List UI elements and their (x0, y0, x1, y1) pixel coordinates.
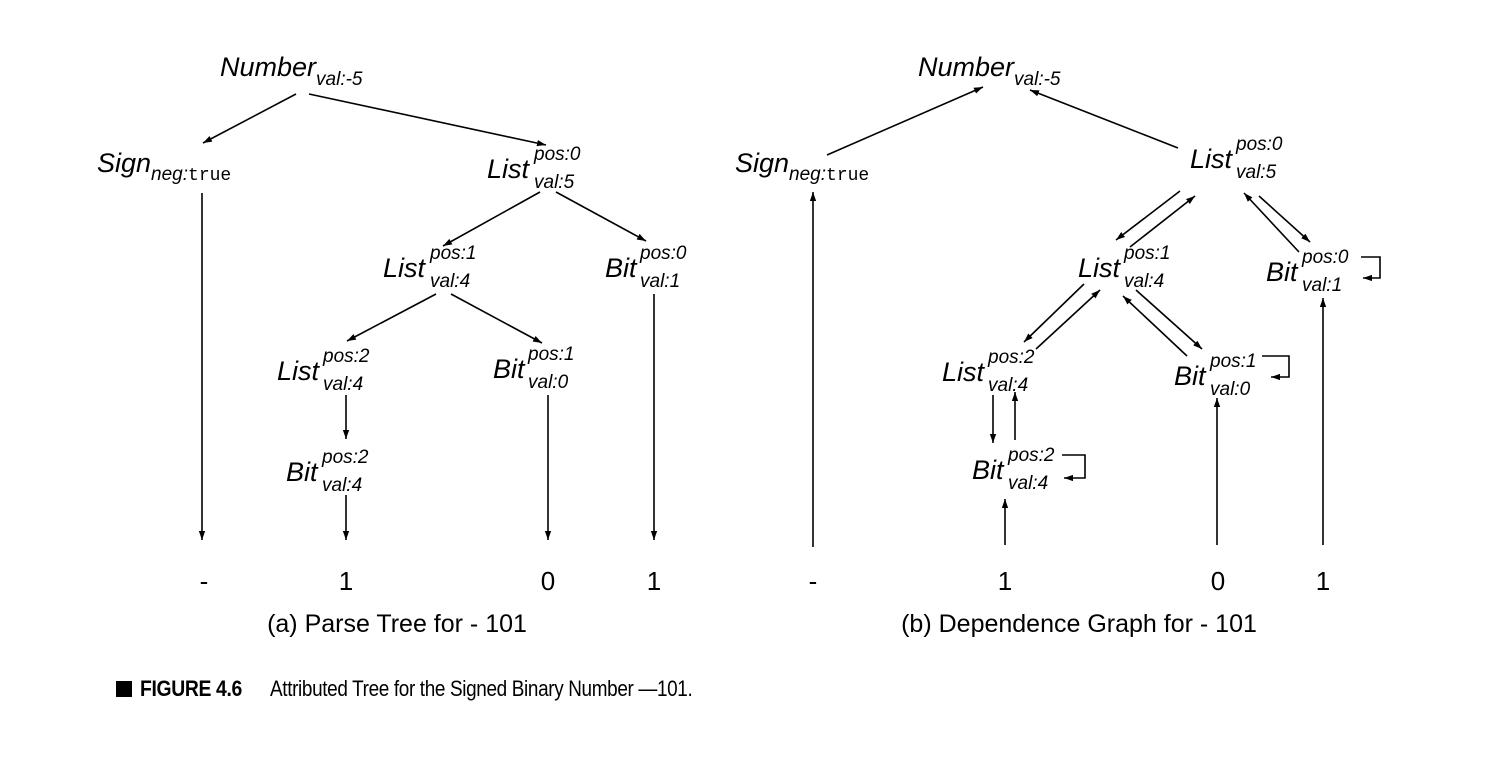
svg-text:pos:2: pos:2 (322, 346, 370, 367)
terminal-zero: 0 (541, 566, 555, 596)
edge-list1-list0-up (1129, 195, 1196, 248)
svg-text:Bit: Bit (605, 253, 638, 283)
edge-list0-number (1029, 89, 1179, 149)
svg-text:val:0: val:0 (528, 372, 569, 393)
svg-text:List: List (383, 253, 427, 283)
node-list-pos2: List pos:2 val:4 (277, 346, 370, 395)
edge-number-sign (202, 93, 297, 144)
edge-list0-list1-down (1115, 190, 1181, 241)
node-list-pos0: List pos:0 val:5 (487, 144, 581, 193)
svg-text:val:1: val:1 (640, 271, 680, 292)
svg-text:val:4: val:4 (323, 374, 363, 395)
svg-text:val:4: val:4 (988, 375, 1028, 396)
dependence-graph: Numberval:-5 Signneg:true List pos:0 val… (735, 52, 1381, 638)
svg-text:val:1: val:1 (1302, 275, 1342, 296)
figure-caption: FIGURE 4.6 Attributed Tree for the Signed… (116, 676, 761, 702)
edge-list0-bit0-down (1258, 195, 1311, 243)
svg-text:List: List (942, 357, 986, 387)
svg-text:List: List (1190, 144, 1234, 174)
svg-text:Bit: Bit (1174, 361, 1207, 391)
node-list-pos1: List pos:1 val:4 (383, 243, 476, 292)
node-list-pos2: List pos:2 val:4 (942, 347, 1035, 396)
svg-text:pos:0: pos:0 (639, 243, 687, 264)
subcaption-a: (a) Parse Tree for - 101 (267, 610, 527, 638)
terminal-one: 1 (998, 566, 1012, 596)
svg-text:Bit: Bit (972, 455, 1005, 485)
svg-text:pos:2: pos:2 (321, 447, 369, 468)
edge-list0-list1 (442, 191, 541, 247)
node-sign: Signneg:true (97, 148, 231, 186)
edge-list1-bit1 (450, 293, 543, 344)
svg-text:pos:1: pos:1 (429, 243, 476, 264)
node-bit-pos0: Bit pos:0 val:1 (605, 243, 687, 292)
edge-number-list0 (308, 93, 547, 147)
svg-text:pos:0: pos:0 (1301, 247, 1349, 268)
svg-text:pos:1: pos:1 (1209, 351, 1256, 372)
node-bit-pos2: Bit pos:2 val:4 (286, 447, 369, 496)
node-list-pos0: List pos:0 val:5 (1190, 134, 1283, 183)
svg-text:List: List (1078, 253, 1122, 283)
svg-text:val:0: val:0 (1210, 379, 1251, 400)
node-number: Numberval:-5 (220, 52, 363, 90)
node-bit-pos0: Bit pos:0 val:1 (1266, 247, 1349, 296)
edge-bit1-list1-up (1122, 295, 1188, 357)
svg-text:val:4: val:4 (1008, 473, 1048, 494)
svg-text:List: List (277, 356, 321, 386)
node-bit-pos1: Bit pos:1 val:0 (493, 344, 574, 393)
terminal-minus: - (200, 566, 209, 596)
svg-text:Bit: Bit (286, 457, 319, 487)
self-loop-bit0 (1361, 256, 1381, 282)
svg-text:pos:1: pos:1 (527, 344, 574, 365)
edge-list2-list1-up (1035, 289, 1101, 350)
node-bit-pos2: Bit pos:2 val:4 (972, 445, 1055, 494)
subcaption-b: (b) Dependence Graph for - 101 (901, 610, 1257, 638)
terminal-minus: - (809, 566, 818, 596)
terminal-zero: 0 (1211, 566, 1225, 596)
node-number: Numberval:-5 (918, 52, 1061, 90)
self-loop-bit1 (1262, 355, 1290, 381)
svg-text:pos:2: pos:2 (1007, 445, 1055, 466)
edge-list1-bit1-down (1135, 289, 1203, 350)
svg-text:pos:2: pos:2 (987, 347, 1035, 368)
svg-text:pos:0: pos:0 (1235, 134, 1283, 155)
figure-number: FIGURE 4.6 (140, 676, 242, 701)
svg-text:Bit: Bit (1266, 257, 1299, 287)
edge-list1-list2 (346, 293, 437, 342)
svg-text:val:4: val:4 (322, 475, 362, 496)
caption-square-icon (116, 681, 132, 697)
parse-tree-edges (198, 93, 658, 540)
dependence-edges (809, 86, 1381, 547)
svg-text:pos:1: pos:1 (1123, 243, 1170, 264)
edge-list1-list2-down (1023, 283, 1085, 343)
svg-text:pos:0: pos:0 (533, 144, 581, 165)
svg-text:val:5: val:5 (1236, 162, 1277, 183)
node-sign: Signneg:true (735, 148, 869, 186)
parse-tree: Numberval:-5 Signneg:true List pos:0 val… (97, 52, 687, 638)
svg-text:List: List (487, 154, 531, 184)
edge-list0-bit0 (555, 191, 647, 242)
self-loop-bit2 (1062, 454, 1086, 482)
svg-text:Bit: Bit (493, 354, 526, 384)
figure-title: Attributed Tree for the Signed Binary Nu… (269, 676, 693, 701)
edge-sign-number (826, 86, 984, 156)
edge-bit0-list0-up (1243, 192, 1300, 253)
svg-text:val:4: val:4 (430, 271, 470, 292)
svg-text:val:5: val:5 (534, 172, 575, 193)
terminal-one: 1 (1316, 566, 1330, 596)
svg-text:val:4: val:4 (1124, 271, 1164, 292)
node-bit-pos1: Bit pos:1 val:0 (1174, 351, 1256, 400)
node-list-pos1: List pos:1 val:4 (1078, 243, 1170, 292)
terminal-one: 1 (647, 566, 661, 596)
terminal-one: 1 (339, 566, 353, 596)
